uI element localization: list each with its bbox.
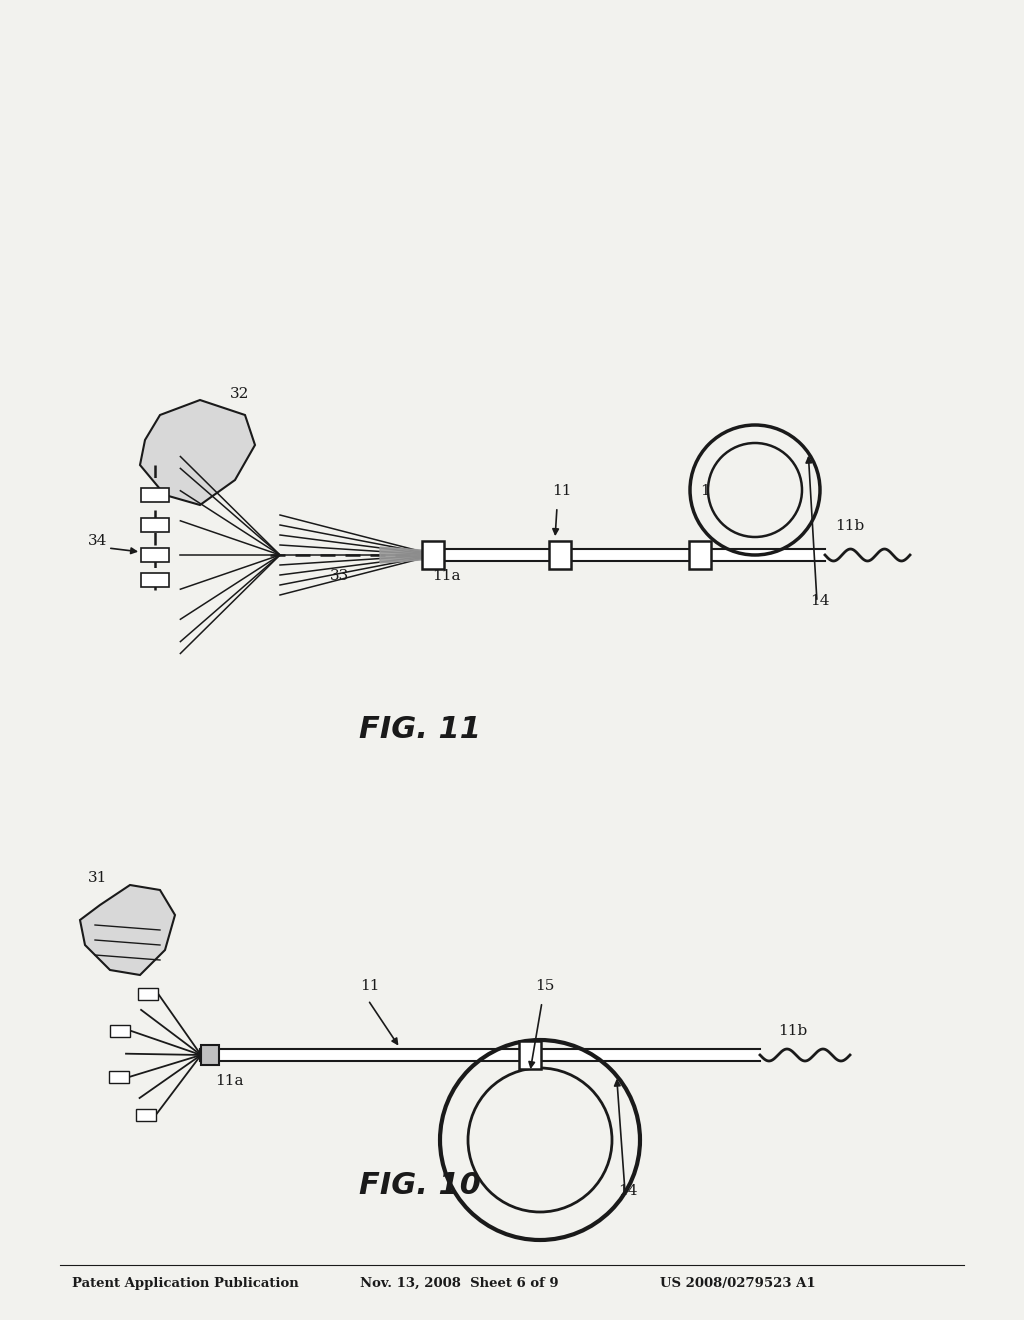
Text: 11b: 11b: [835, 519, 864, 533]
Text: FIG. 10: FIG. 10: [359, 1171, 481, 1200]
Text: 11a: 11a: [432, 569, 461, 583]
Text: 14: 14: [810, 594, 829, 609]
Bar: [201, 1045, 219, 1065]
Bar: [136, 1109, 156, 1121]
Bar: [549, 541, 571, 569]
Bar: [110, 1071, 129, 1082]
Text: FIG. 11: FIG. 11: [359, 715, 481, 744]
Bar: [141, 573, 169, 587]
Polygon shape: [140, 400, 255, 506]
Text: 11a: 11a: [215, 1074, 244, 1088]
Text: 11b: 11b: [778, 1024, 807, 1038]
Circle shape: [468, 1068, 612, 1212]
Text: 15: 15: [700, 484, 720, 498]
Text: US 2008/0279523 A1: US 2008/0279523 A1: [660, 1276, 816, 1290]
Text: 11: 11: [552, 484, 571, 498]
Polygon shape: [80, 884, 175, 975]
Polygon shape: [380, 546, 435, 564]
Text: 14: 14: [618, 1184, 638, 1199]
Text: Nov. 13, 2008  Sheet 6 of 9: Nov. 13, 2008 Sheet 6 of 9: [360, 1276, 559, 1290]
Bar: [141, 548, 169, 562]
Text: 31: 31: [88, 871, 108, 884]
Text: 33: 33: [330, 569, 349, 583]
Bar: [138, 987, 158, 999]
Text: 32: 32: [230, 387, 250, 401]
Bar: [519, 1041, 541, 1069]
Text: 11: 11: [360, 979, 380, 993]
Text: Patent Application Publication: Patent Application Publication: [72, 1276, 299, 1290]
Text: 15: 15: [535, 979, 554, 993]
Bar: [422, 541, 444, 569]
Bar: [689, 541, 711, 569]
Bar: [111, 1024, 130, 1036]
Bar: [141, 488, 169, 502]
Bar: [141, 517, 169, 532]
Text: 34: 34: [88, 535, 108, 548]
Circle shape: [708, 444, 802, 537]
